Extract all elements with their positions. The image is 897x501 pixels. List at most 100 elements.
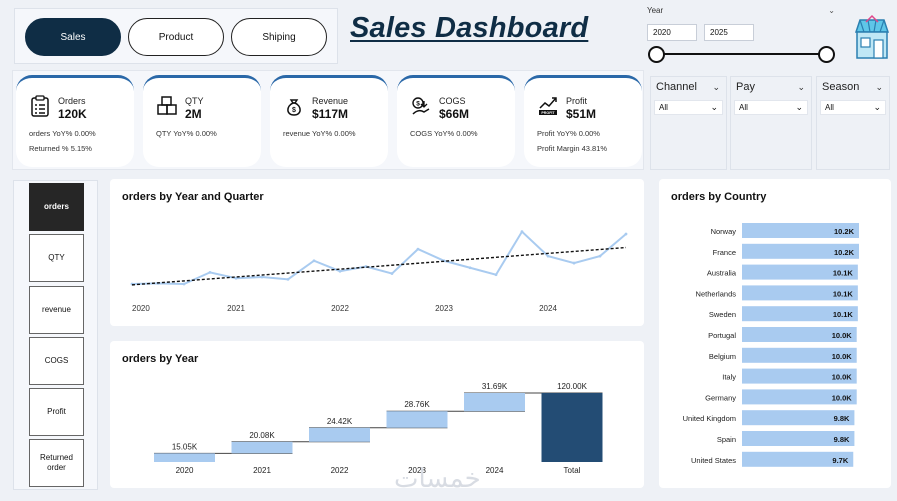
bar [386, 411, 448, 428]
data-label: 10.0K [832, 373, 853, 382]
data-label: 28.76K [404, 400, 430, 409]
store-icon [854, 14, 890, 59]
data-point [182, 282, 186, 286]
metric-button-qty[interactable]: QTY [29, 234, 84, 282]
data-point [234, 276, 238, 280]
pay-filter: Pay ⌄ All ⌄ [730, 76, 812, 170]
chart-title: orders by Country [671, 191, 767, 203]
page-title: Sales Dashboard [350, 12, 589, 44]
tab-shipping[interactable]: Shiping [231, 18, 327, 56]
chevron-down-icon[interactable]: ⌄ [797, 82, 805, 92]
channel-select[interactable]: All ⌄ [654, 100, 723, 115]
tab-product[interactable]: Product [128, 18, 224, 56]
pay-filter-label: Pay [736, 81, 755, 93]
data-label: 10.0K [832, 331, 853, 340]
channel-filter-label: Channel [656, 81, 697, 93]
kpi-name: QTY [185, 96, 204, 106]
kpi-name: Orders [58, 96, 86, 106]
data-point [416, 247, 420, 251]
kpi-subtext: QTY YoY% 0.00% [156, 129, 217, 138]
bar [231, 441, 293, 454]
svg-text:$: $ [416, 101, 420, 108]
data-label: 10.1K [833, 289, 854, 298]
metric-button-cogs[interactable]: COGS [29, 337, 84, 385]
category-label: Portugal [708, 331, 736, 340]
data-point [312, 259, 316, 263]
category-label: Italy [722, 373, 736, 382]
data-point [546, 254, 550, 258]
chevron-down-icon[interactable]: ⌄ [828, 6, 835, 15]
data-label: 31.69K [482, 382, 508, 391]
metric-button-returned-order[interactable]: Returned order [29, 439, 84, 487]
chevron-down-icon[interactable]: ⌄ [712, 82, 720, 92]
coins-hand-icon: $ [412, 97, 430, 115]
trend-line [131, 246, 627, 286]
category-label: Australia [707, 269, 737, 278]
x-tick-label: 2020 [132, 304, 150, 313]
bar [742, 243, 859, 259]
season-select[interactable]: All ⌄ [820, 100, 886, 115]
metric-button-revenue[interactable]: revenue [29, 286, 84, 334]
data-point [208, 270, 212, 274]
category-label: United States [691, 456, 736, 465]
data-label: 20.08K [249, 431, 275, 440]
data-label: 10.2K [834, 248, 855, 257]
kpi-value: $66M [439, 107, 470, 121]
chevron-down-icon: ⌄ [795, 102, 803, 112]
bar [742, 431, 855, 446]
metric-button-orders[interactable]: orders [29, 183, 84, 231]
data-point [624, 232, 628, 236]
category-label: Netherlands [696, 289, 737, 298]
boxes-icon [157, 96, 177, 115]
x-tick-label: 2024 [539, 304, 557, 313]
season-filter-label: Season [822, 81, 860, 93]
orders-by-country-panel: orders by Country Norway 10.2K France 10.2K… [659, 179, 891, 488]
series-line [131, 230, 627, 286]
metric-button-profit[interactable]: Profit [29, 388, 84, 436]
category-label: Sweden [709, 310, 736, 319]
bar [742, 347, 857, 363]
chevron-down-icon[interactable]: ⌄ [875, 82, 883, 92]
x-tick-label: 2020 [176, 466, 194, 475]
bar [541, 393, 603, 462]
svg-text:$: $ [292, 107, 296, 114]
x-tick-label: 2023 [408, 466, 426, 475]
orders-by-country-chart: Norway 10.2K France 10.2K Australia 10.1K Neth… [683, 223, 859, 467]
orders-by-year-chart: 15.05K 2020 20.08K 2021 24.42K 2022 28.76K 2023… [154, 382, 603, 475]
year-slicer: Year ⌄ 2020 2025 [643, 4, 839, 68]
year-slider-end-handle[interactable] [818, 46, 835, 63]
kpi-subtext: Profit Margin 43.81% [537, 144, 608, 153]
data-label: 10.2K [834, 227, 855, 236]
data-label: 120.00K [557, 382, 587, 391]
watermark-text: خمسات [394, 464, 481, 494]
x-tick-label: Total [564, 466, 581, 475]
clipboard-icon [31, 95, 49, 117]
pay-select[interactable]: All ⌄ [734, 100, 808, 115]
kpi-card-orders: Orders 120K orders YoY% 0.00% Returned %… [16, 75, 134, 167]
data-point [338, 269, 342, 273]
x-tick-label: 2023 [435, 304, 453, 313]
kpi-card-cogs: $ COGS $66M COGS YoY% 0.00% [397, 75, 515, 167]
kpi-value: 2M [185, 107, 202, 121]
kpi-strip: Orders 120K orders YoY% 0.00% Returned %… [12, 70, 644, 170]
year-from-input[interactable]: 2020 [647, 24, 697, 41]
data-point [520, 230, 524, 234]
kpi-card-profit: PROFIT Profit $51M Profit YoY% 0.00% Pro… [524, 75, 642, 167]
kpi-value: 120K [58, 107, 87, 121]
data-point [286, 277, 290, 281]
data-label: 9.7K [832, 456, 848, 465]
season-filter: Season ⌄ All ⌄ [816, 76, 890, 170]
category-label: Spain [717, 435, 736, 444]
kpi-value: $51M [566, 107, 597, 121]
data-label: 10.1K [833, 310, 854, 319]
chart-title: orders by Year and Quarter [122, 191, 264, 203]
tab-sales[interactable]: Sales [25, 18, 121, 56]
year-slider-track[interactable] [657, 53, 829, 55]
year-to-input[interactable]: 2025 [704, 24, 754, 41]
kpi-name: Revenue [312, 96, 349, 106]
channel-select-value: All [659, 103, 668, 112]
bar [309, 427, 370, 442]
bar [742, 410, 855, 426]
money-bag-icon: $ [287, 99, 301, 116]
year-slider-start-handle[interactable] [648, 46, 665, 63]
